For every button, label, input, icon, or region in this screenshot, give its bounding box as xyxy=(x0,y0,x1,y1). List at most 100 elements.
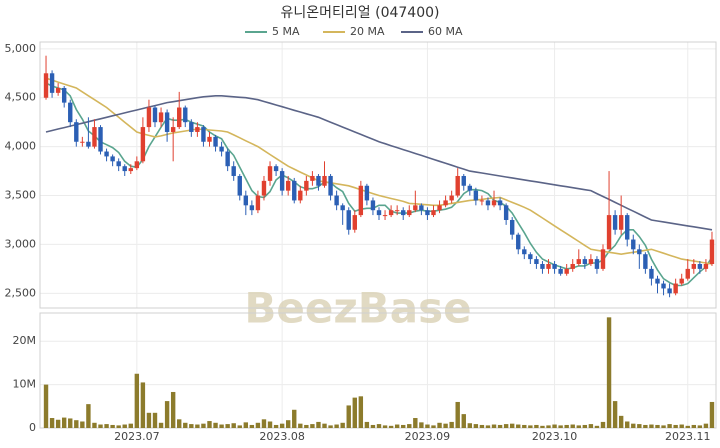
volume-bar xyxy=(92,422,97,428)
volume-bar xyxy=(691,424,697,428)
candle-body xyxy=(298,190,303,201)
candle-body xyxy=(528,254,533,260)
candle-body xyxy=(637,249,642,255)
volume-bar xyxy=(316,421,321,428)
candle-body xyxy=(449,195,454,201)
candle-body xyxy=(158,112,164,123)
grid xyxy=(40,42,716,429)
volume-bar xyxy=(618,415,624,428)
candle-body xyxy=(92,127,97,147)
y-tick-label: 4,000 xyxy=(5,140,37,153)
volume-bar xyxy=(485,425,491,428)
candle-body xyxy=(382,215,388,217)
volume-bar xyxy=(509,423,515,428)
volume-bar xyxy=(80,421,85,428)
volume-bar xyxy=(600,421,606,428)
volume-bar xyxy=(479,424,485,428)
candle-body xyxy=(643,254,648,269)
candle-body xyxy=(110,156,115,162)
volume-bar xyxy=(461,414,466,428)
candle-body xyxy=(667,288,672,294)
x-tick-label: 2023.09 xyxy=(405,430,451,443)
candle-body xyxy=(328,175,333,196)
volume-bar xyxy=(516,424,521,428)
volume-bar xyxy=(491,424,497,428)
volume-bar xyxy=(394,424,400,428)
volume-bar xyxy=(285,420,291,428)
candle-body xyxy=(661,283,666,289)
candle-body xyxy=(703,263,709,269)
y-tick-label: 10M xyxy=(13,378,37,391)
volume-bar xyxy=(292,409,297,428)
candle-body xyxy=(86,141,91,147)
candle-body xyxy=(673,283,678,294)
volume-bar xyxy=(116,425,121,428)
volume-bar xyxy=(122,424,127,428)
candle-body xyxy=(292,180,297,201)
volume-bar xyxy=(164,401,170,428)
volume-bar xyxy=(401,424,406,428)
volume-bar xyxy=(637,424,642,428)
candle-body xyxy=(267,166,273,181)
candle-body xyxy=(249,205,255,211)
volume-bar xyxy=(431,425,436,428)
volume-bar xyxy=(697,425,703,428)
volume-bar xyxy=(243,422,249,428)
candle-body xyxy=(697,263,703,269)
candle-body xyxy=(516,234,521,250)
candle-body xyxy=(195,127,200,132)
volume-bar xyxy=(503,424,509,428)
candle-body xyxy=(401,210,406,216)
candle-body xyxy=(134,161,140,169)
volume-bar xyxy=(612,401,618,428)
candle-body xyxy=(443,200,448,206)
volume-bar xyxy=(382,425,388,428)
candle-body xyxy=(413,205,418,211)
volume-bar xyxy=(346,405,351,428)
candle-body xyxy=(177,107,182,128)
candle-body xyxy=(322,175,327,186)
candle-body xyxy=(207,136,212,142)
candle-body xyxy=(140,127,146,162)
volume-bar xyxy=(522,424,527,428)
volume-bar xyxy=(334,424,339,428)
volume-bar xyxy=(322,423,327,428)
volume-bar xyxy=(419,422,424,428)
volume-bar xyxy=(546,425,551,428)
candle-body xyxy=(685,268,690,279)
volume-bar xyxy=(273,424,279,428)
volume-bar xyxy=(86,404,91,428)
volume-bar xyxy=(140,382,146,428)
candle-body xyxy=(679,278,684,284)
volume-bar xyxy=(201,423,206,428)
volume-bar xyxy=(667,424,672,428)
volume-bar xyxy=(685,425,690,428)
candle-body xyxy=(316,175,321,186)
volume-bar xyxy=(261,419,267,428)
candle-body xyxy=(625,215,630,240)
candle-body xyxy=(612,215,618,230)
volume-bar xyxy=(661,425,666,428)
candle-body xyxy=(49,73,55,93)
legend-label: 20 MA xyxy=(350,25,385,38)
candle-body xyxy=(237,175,242,196)
y-tick-label: 5,000 xyxy=(5,42,37,55)
y-tick-label: 4,500 xyxy=(5,91,37,104)
volume-bar xyxy=(104,424,109,428)
candle-body xyxy=(273,166,279,172)
candle-body xyxy=(546,263,551,269)
volume-bar xyxy=(158,422,164,428)
volume-bar xyxy=(588,424,594,428)
candle-body xyxy=(201,127,206,142)
candle-body xyxy=(618,215,624,230)
candle-body xyxy=(497,200,503,206)
candle-body xyxy=(74,122,79,142)
volume-bar xyxy=(709,401,715,428)
volume-bar xyxy=(631,423,636,428)
volume-bar xyxy=(528,425,533,428)
volume-bar xyxy=(298,423,303,428)
volume-bar xyxy=(134,373,140,428)
volume-bar xyxy=(606,317,612,428)
candle-body xyxy=(231,166,236,176)
